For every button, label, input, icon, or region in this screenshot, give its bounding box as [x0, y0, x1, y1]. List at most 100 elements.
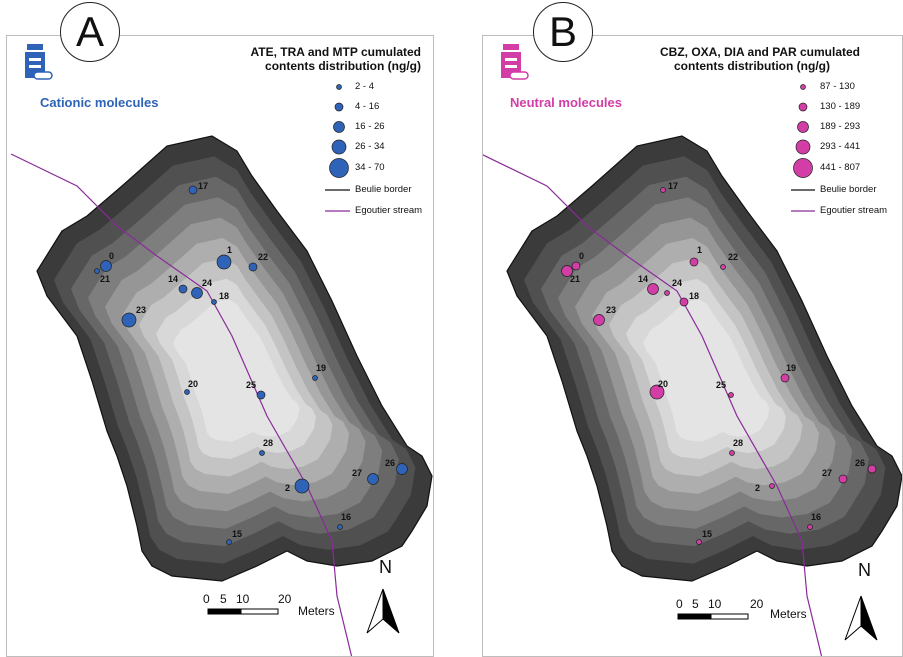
- legend-symbol: [334, 102, 344, 112]
- legend-title-line1: CBZ, OXA, DIA and PAR cumulated: [660, 45, 861, 59]
- pill-icon: [509, 71, 529, 80]
- site-label: 15: [702, 529, 713, 539]
- scale-tick-20: 20: [750, 597, 764, 611]
- site-marker: [838, 474, 848, 484]
- egoutier-stream: [483, 154, 823, 656]
- scale-tick-5: 5: [692, 597, 699, 611]
- site-label: 21: [570, 274, 581, 284]
- site-label: 25: [716, 380, 727, 390]
- site-marker: [593, 314, 605, 326]
- north-arrow-left: [366, 588, 384, 634]
- site-marker: [211, 299, 217, 305]
- legend-symbol: [333, 121, 345, 133]
- sediment-surface: [507, 136, 902, 581]
- site-label: 23: [606, 305, 617, 315]
- site-marker: [121, 312, 137, 328]
- map-panel-b: [482, 35, 903, 657]
- site-label: 18: [219, 291, 230, 301]
- bottle-cap: [503, 44, 519, 50]
- site-marker: [367, 473, 379, 485]
- scale-tick-10: 10: [708, 597, 722, 611]
- legend-title-line2: contents distribution (ng/g): [265, 59, 421, 73]
- site-marker: [649, 384, 665, 400]
- bottle-label: [29, 58, 41, 61]
- site-marker: [337, 524, 343, 530]
- site-marker: [807, 524, 813, 530]
- bottle-label: [29, 65, 41, 68]
- site-label: 26: [855, 458, 866, 468]
- map-canvas-b: [483, 44, 902, 656]
- site-label: 2: [285, 483, 291, 493]
- legend-class-5: 441 - 807: [820, 162, 861, 173]
- site-marker: [396, 463, 408, 475]
- site-marker: [188, 185, 198, 195]
- site-marker: [94, 268, 100, 274]
- site-label: 19: [786, 363, 797, 373]
- north-arrow-right: [860, 595, 878, 641]
- site-marker: [256, 390, 266, 400]
- site-label: 26: [385, 458, 396, 468]
- site-marker: [664, 290, 670, 296]
- site-marker: [571, 261, 581, 271]
- subtitle-b: Neutral molecules: [510, 95, 622, 110]
- legend-symbol: [331, 139, 347, 155]
- bottle-label: [505, 65, 517, 68]
- site-label: 24: [202, 278, 213, 288]
- legend-border: Beulie border: [355, 184, 412, 195]
- legend-stream: Egoutier stream: [355, 205, 423, 216]
- contour-band: [173, 299, 300, 442]
- site-marker: [728, 392, 734, 398]
- site-marker: [294, 478, 310, 494]
- site-marker: [696, 539, 702, 545]
- scale-bar-white: [710, 613, 749, 620]
- bottle-icon: [25, 44, 53, 80]
- beulie-border: [36, 135, 433, 582]
- scale-tick-20: 20: [278, 592, 292, 606]
- legend-symbol: [795, 139, 811, 155]
- site-marker: [660, 187, 666, 193]
- legend-symbol: [336, 84, 342, 90]
- site-label: 28: [263, 438, 274, 448]
- site-marker: [729, 450, 735, 456]
- site-label: 1: [227, 245, 233, 255]
- egoutier-stream: [10, 153, 353, 656]
- site-label: 20: [658, 379, 669, 389]
- site-label: 27: [822, 468, 833, 478]
- site-marker: [720, 264, 726, 270]
- site-marker: [867, 464, 877, 474]
- panel-label-a: A: [60, 2, 120, 62]
- site-label: 0: [579, 251, 585, 261]
- legend-symbol: [800, 84, 806, 90]
- legend-class-3: 16 - 26: [355, 121, 385, 132]
- scale-bar-white: [240, 608, 279, 615]
- site-label: 27: [352, 468, 363, 478]
- site-label: 14: [638, 274, 649, 284]
- site-label: 22: [258, 252, 269, 262]
- legend-class-4: 293 - 441: [820, 141, 861, 152]
- north-label: N: [858, 560, 871, 580]
- site-label: 17: [668, 181, 679, 191]
- site-marker: [259, 450, 265, 456]
- site-marker: [780, 373, 790, 383]
- site-marker: [191, 287, 203, 299]
- site-marker: [100, 260, 112, 272]
- legend-title-a: ATE, TRA and MTP cumulated contents dist…: [215, 45, 421, 73]
- site-label: 25: [246, 380, 257, 390]
- legend-class-4: 26 - 34: [355, 141, 385, 152]
- legend-class-3: 189 - 293: [820, 121, 861, 132]
- site-label: 20: [188, 379, 199, 389]
- site-label: 14: [168, 274, 179, 284]
- legend-class-2: 4 - 16: [355, 101, 380, 112]
- site-label: 2: [755, 483, 761, 493]
- site-marker: [216, 254, 232, 270]
- legend-symbol: [329, 158, 349, 178]
- map-canvas-a: [10, 44, 433, 656]
- site-label: 18: [689, 291, 700, 301]
- scale-unit: Meters: [770, 607, 807, 621]
- site-marker: [647, 283, 659, 295]
- bottle-cap: [27, 44, 43, 50]
- site-label: 15: [232, 529, 243, 539]
- legend-class-2: 130 - 189: [820, 101, 861, 112]
- north-arrow-right: [382, 588, 400, 634]
- pill-icon: [33, 71, 53, 80]
